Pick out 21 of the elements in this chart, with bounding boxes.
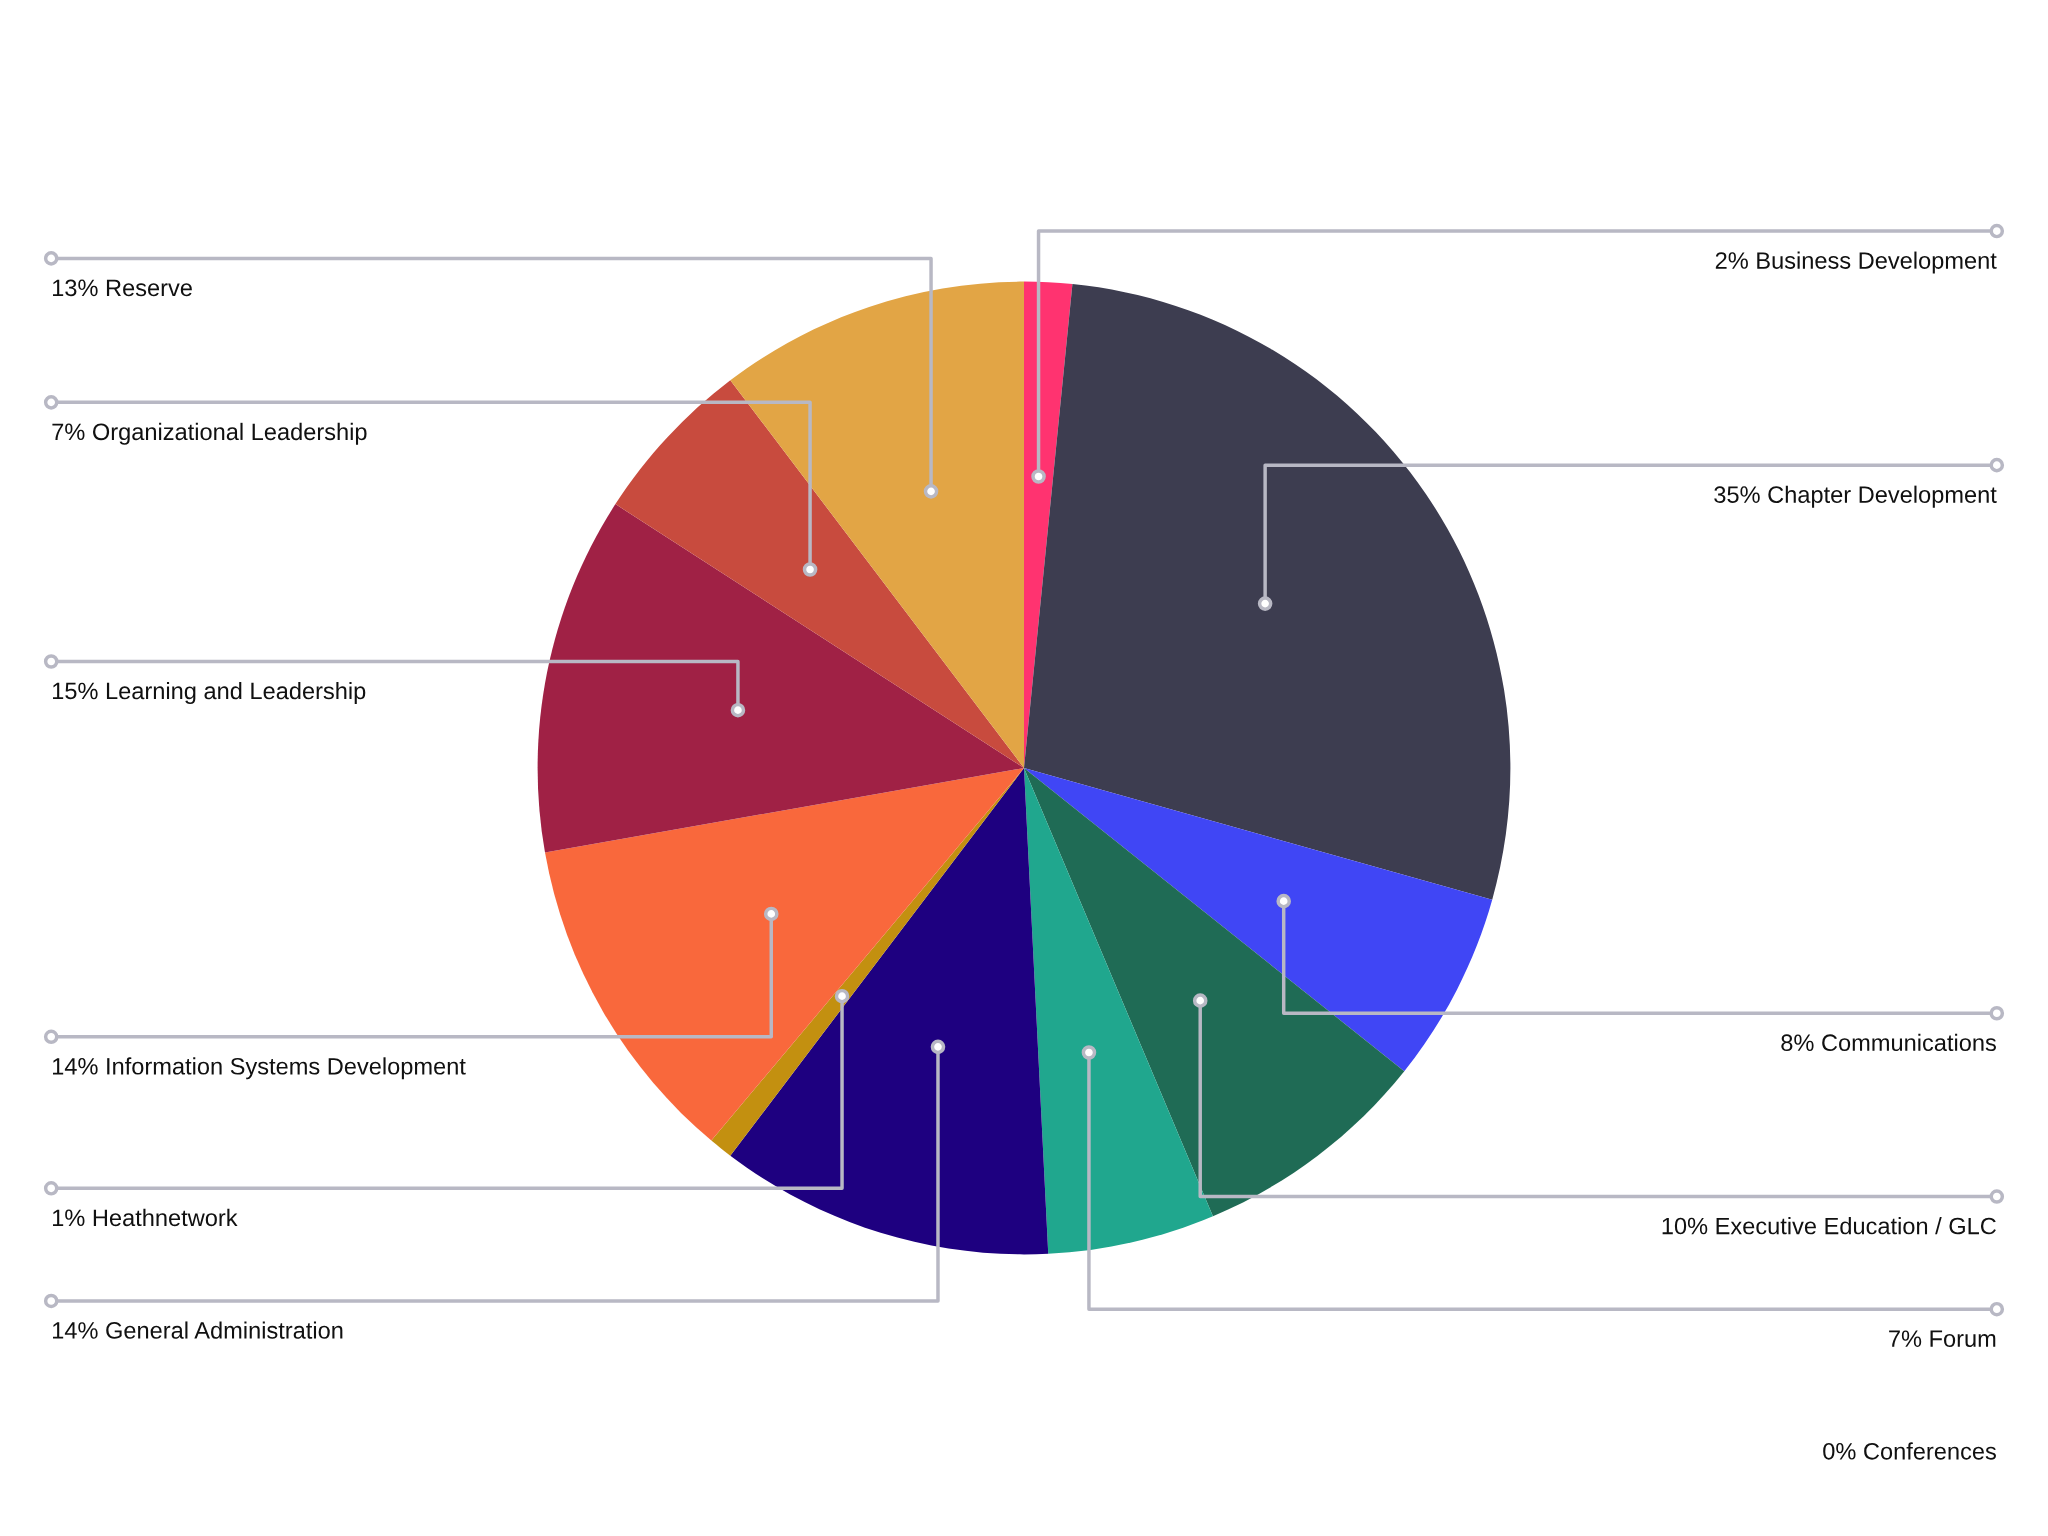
slice-label: 13% Reserve	[53, 279, 192, 297]
slice-label: 1% Heathnetwork	[53, 1208, 238, 1227]
pie-slice	[1024, 768, 1493, 1072]
slice-label: 14% General Administration	[53, 1321, 343, 1339]
slice-label: 15% Learning and Leadership	[53, 681, 366, 704]
slice-label: 7% Organizational Leadership	[52, 422, 367, 445]
pie-slice	[1024, 768, 1213, 1254]
slice-label: 35% Chapter Development	[1714, 485, 1997, 508]
slice-label: 2% Business Development	[1715, 251, 1997, 274]
text: 0% Conferences	[1823, 1442, 1996, 1460]
pie-slice	[730, 768, 1049, 1255]
pie-slice	[537, 504, 1024, 853]
slice-label: 7% Forum	[1889, 1330, 1996, 1347]
pie-slice	[1024, 768, 1405, 1217]
slice-label: 10% Executive Education / GLC	[1662, 1217, 1996, 1235]
pie-slice	[730, 281, 1024, 768]
pie-slice	[615, 380, 1024, 768]
slice-label: 8% Communications	[1781, 1033, 1996, 1052]
pie-slice	[1024, 284, 1511, 900]
pie-slice	[544, 768, 1024, 1141]
slice-label: 14% Information Systems Development	[53, 1057, 466, 1080]
